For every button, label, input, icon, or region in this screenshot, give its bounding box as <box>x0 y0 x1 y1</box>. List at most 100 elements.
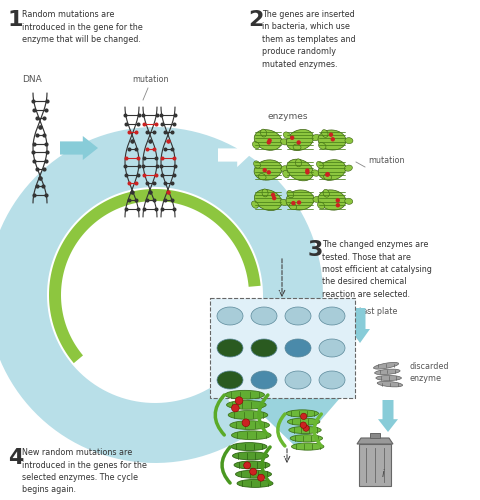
Ellipse shape <box>252 142 260 148</box>
Ellipse shape <box>289 426 321 434</box>
Text: discarded
enzyme: discarded enzyme <box>410 362 449 383</box>
Ellipse shape <box>254 130 282 150</box>
Ellipse shape <box>287 159 313 181</box>
Ellipse shape <box>285 339 311 357</box>
Polygon shape <box>60 136 98 160</box>
Ellipse shape <box>316 162 324 168</box>
Polygon shape <box>49 189 261 363</box>
Ellipse shape <box>225 390 264 399</box>
Text: 3: 3 <box>308 240 324 260</box>
Ellipse shape <box>375 369 400 374</box>
Ellipse shape <box>312 170 319 176</box>
Ellipse shape <box>288 418 320 426</box>
Ellipse shape <box>291 443 324 450</box>
Ellipse shape <box>237 480 273 488</box>
Ellipse shape <box>322 130 328 138</box>
Bar <box>359 444 391 486</box>
Ellipse shape <box>234 461 270 469</box>
Ellipse shape <box>319 142 326 150</box>
Ellipse shape <box>293 144 301 150</box>
Circle shape <box>266 140 271 144</box>
Circle shape <box>305 170 310 174</box>
Ellipse shape <box>251 307 277 325</box>
Polygon shape <box>0 127 323 463</box>
Polygon shape <box>350 308 370 343</box>
Ellipse shape <box>345 165 352 171</box>
Circle shape <box>231 404 239 412</box>
Ellipse shape <box>345 198 353 204</box>
Ellipse shape <box>254 160 282 180</box>
Polygon shape <box>245 398 340 448</box>
Text: DNA: DNA <box>22 75 42 84</box>
Ellipse shape <box>280 200 288 205</box>
Circle shape <box>235 397 243 404</box>
Ellipse shape <box>296 159 301 167</box>
Circle shape <box>291 201 296 205</box>
Circle shape <box>267 138 272 142</box>
Polygon shape <box>218 143 250 167</box>
Text: The genes are inserted
in bacteria, which use
them as templates and
produce rand: The genes are inserted in bacteria, whic… <box>262 10 356 69</box>
Ellipse shape <box>283 132 290 139</box>
Ellipse shape <box>217 307 243 325</box>
Ellipse shape <box>373 362 399 369</box>
Ellipse shape <box>252 201 258 208</box>
Ellipse shape <box>230 420 269 430</box>
Circle shape <box>263 168 267 172</box>
Text: mutation: mutation <box>132 75 168 84</box>
Ellipse shape <box>232 452 268 460</box>
Ellipse shape <box>376 376 401 380</box>
Ellipse shape <box>251 339 277 357</box>
Ellipse shape <box>261 129 267 137</box>
Circle shape <box>290 136 294 140</box>
Circle shape <box>336 203 340 207</box>
Polygon shape <box>378 400 398 432</box>
Ellipse shape <box>228 410 268 420</box>
Ellipse shape <box>217 371 243 389</box>
Ellipse shape <box>319 339 345 357</box>
Polygon shape <box>357 438 393 444</box>
Ellipse shape <box>287 130 313 150</box>
Circle shape <box>325 172 330 177</box>
Bar <box>210 298 355 398</box>
Ellipse shape <box>319 307 345 325</box>
Circle shape <box>300 413 307 420</box>
Ellipse shape <box>289 204 297 210</box>
Ellipse shape <box>290 434 323 442</box>
Text: 4: 4 <box>8 448 24 468</box>
Circle shape <box>271 192 275 197</box>
Ellipse shape <box>281 166 288 172</box>
Circle shape <box>303 425 309 432</box>
Ellipse shape <box>318 160 346 180</box>
Ellipse shape <box>286 190 314 210</box>
Ellipse shape <box>318 130 346 150</box>
Ellipse shape <box>313 196 321 202</box>
Ellipse shape <box>317 202 324 209</box>
Circle shape <box>297 200 301 204</box>
Circle shape <box>325 172 330 176</box>
Ellipse shape <box>324 174 332 180</box>
Circle shape <box>266 170 271 174</box>
Text: enzymes: enzymes <box>268 112 309 121</box>
Text: The changed enzymes are
tested. Those that are
most efficient at catalysing
the : The changed enzymes are tested. Those th… <box>322 240 432 299</box>
Circle shape <box>331 137 335 141</box>
Circle shape <box>297 140 301 144</box>
Ellipse shape <box>262 189 268 197</box>
Text: New random mutations are
introduced in the genes for the
selected enzymes. The c: New random mutations are introduced in t… <box>22 448 147 494</box>
Text: 1: 1 <box>8 10 24 30</box>
Ellipse shape <box>253 161 261 168</box>
Ellipse shape <box>251 371 277 389</box>
Ellipse shape <box>285 307 311 325</box>
Text: test plate: test plate <box>359 308 397 316</box>
Text: mutation: mutation <box>368 156 405 165</box>
Circle shape <box>250 468 257 475</box>
Ellipse shape <box>258 174 266 180</box>
Ellipse shape <box>286 410 319 417</box>
Circle shape <box>300 422 307 428</box>
Ellipse shape <box>236 470 272 478</box>
Ellipse shape <box>377 382 403 387</box>
Circle shape <box>272 196 276 200</box>
Circle shape <box>258 474 264 481</box>
Circle shape <box>242 419 250 426</box>
Circle shape <box>329 132 333 137</box>
Ellipse shape <box>285 371 311 389</box>
